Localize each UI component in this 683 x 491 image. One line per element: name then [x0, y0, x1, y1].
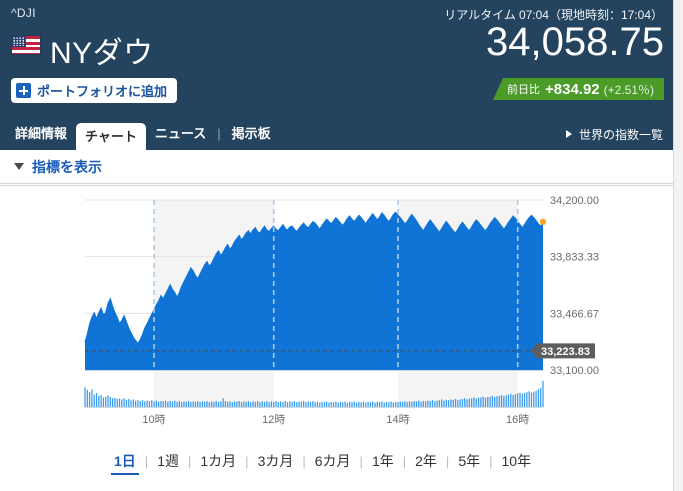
- svg-text:14時: 14時: [386, 413, 409, 426]
- period-separator: |: [302, 454, 306, 469]
- indicator-toggle-label: 指標を表示: [32, 158, 102, 175]
- period-1y[interactable]: 1年: [371, 453, 394, 469]
- price-change-badge: 前日比 +834.92 (+2.51％): [493, 78, 664, 100]
- add-to-portfolio-label: ポートフォリオに追加: [37, 84, 168, 99]
- indicator-toggle-row[interactable]: 指標を表示: [0, 150, 673, 184]
- svg-text:16時: 16時: [506, 413, 529, 426]
- realtime-time: 07:04（現地時刻：17:04）: [518, 8, 663, 22]
- period-6m[interactable]: 6カ月: [314, 453, 351, 469]
- chart-container[interactable]: 34,200.00 33,833.33 33,466.67 33,100.00 33,2…: [0, 185, 673, 445]
- world-index-list-link[interactable]: 世界の指数一覧: [565, 118, 663, 150]
- svg-text:33,833.33: 33,833.33: [550, 252, 599, 264]
- tab-news[interactable]: ニュース: [154, 126, 207, 141]
- flag-stripes: [12, 36, 40, 54]
- change-percent: (+2.51％): [603, 82, 654, 97]
- add-to-portfolio-button[interactable]: ポートフォリオに追加: [11, 78, 178, 103]
- svg-text:33,223.83: 33,223.83: [541, 346, 590, 358]
- period-3m[interactable]: 3カ月: [257, 453, 294, 469]
- tab-bar: 詳細情報 チャート ニュース | 掲示板 世界の指数一覧: [0, 118, 673, 150]
- svg-text:33,100.00: 33,100.00: [550, 365, 599, 377]
- world-index-list-label: 世界の指数一覧: [578, 127, 663, 142]
- period-separator: |: [359, 454, 363, 469]
- period-1w[interactable]: 1週: [157, 453, 179, 469]
- period-separator: |: [144, 454, 149, 469]
- realtime-label: リアルタイム: [444, 8, 516, 22]
- period-selector: 1日 | 1週 | 1カ月 | 3カ月 | 6カ月 | 1年 | 2年 | 5年…: [0, 452, 673, 491]
- period-separator: |: [187, 454, 192, 469]
- tab-chart[interactable]: チャート: [76, 123, 146, 150]
- ticker-code: ^DJI: [11, 6, 36, 20]
- tab-board[interactable]: 掲示板: [231, 126, 271, 141]
- period-5y[interactable]: 5年: [458, 453, 481, 469]
- change-value: +834.92: [545, 80, 600, 98]
- tab-separator: |: [217, 126, 221, 141]
- svg-text:33,466.67: 33,466.67: [550, 308, 599, 320]
- svg-text:34,200.00: 34,200.00: [550, 195, 599, 207]
- triangle-right-icon: [565, 130, 572, 138]
- price-chart[interactable]: 34,200.00 33,833.33 33,466.67 33,100.00 33,2…: [0, 185, 673, 445]
- period-2y[interactable]: 2年: [415, 453, 437, 469]
- realtime-timestamp: リアルタイム 07:04（現地時刻：17:04）: [444, 6, 663, 23]
- flag-canton: [12, 36, 26, 48]
- current-price: 34,058.75: [486, 20, 664, 64]
- page-title: NYダウ: [50, 37, 154, 70]
- period-separator: |: [402, 454, 407, 469]
- period-1m[interactable]: 1カ月: [200, 453, 237, 469]
- page-gutter: [673, 0, 683, 491]
- period-1d[interactable]: 1日: [105, 452, 145, 475]
- tab-list: 詳細情報 チャート ニュース | 掲示板: [6, 118, 280, 150]
- period-10y[interactable]: 10年: [501, 453, 532, 469]
- period-separator: |: [489, 454, 493, 469]
- change-label: 前日比: [507, 84, 540, 96]
- plus-icon: [16, 83, 31, 98]
- us-flag-icon: [11, 35, 41, 55]
- period-separator: |: [445, 454, 450, 469]
- svg-text:12時: 12時: [262, 413, 285, 426]
- page-header: ^DJI リアルタイム 07:04（現地時刻：17:04） NYダウ 34,058…: [0, 0, 673, 118]
- period-separator: |: [245, 454, 249, 469]
- tab-details[interactable]: 詳細情報: [15, 126, 68, 141]
- svg-text:10時: 10時: [142, 413, 165, 426]
- caret-down-icon: [14, 163, 24, 170]
